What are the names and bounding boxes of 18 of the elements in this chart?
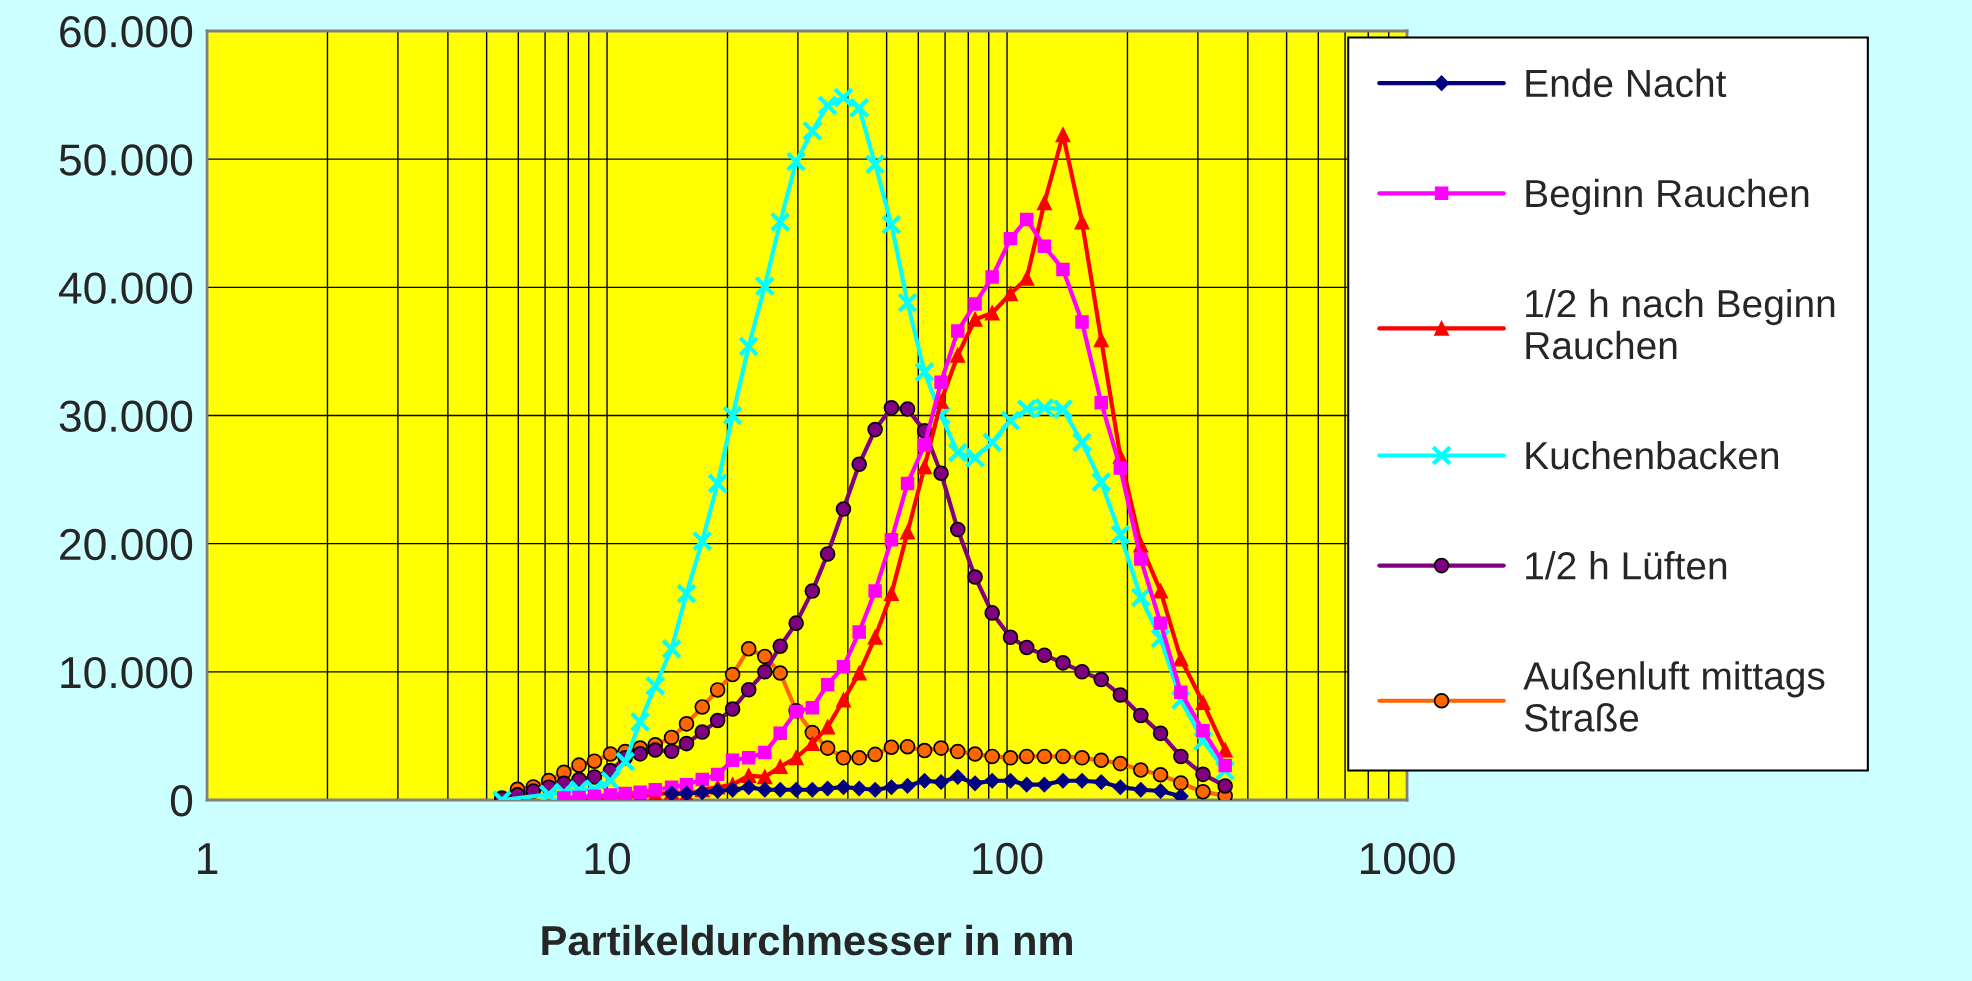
legend-label: 1/2 h nach Beginn Rauchen: [1526, 288, 1835, 360]
legend-label: Beginn Rauchen: [1526, 178, 1809, 215]
y-tick-label: 20.000: [60, 528, 193, 561]
x-tick-label: 1000: [1360, 842, 1455, 875]
legend-label: 1/2 h Lüften: [1526, 551, 1727, 580]
legend-label: Außenluft mittags Straße: [1523, 661, 1825, 732]
x-tick-label: 100: [973, 842, 1043, 875]
y-tick-label: 40.000: [58, 272, 193, 304]
x-axis-title: Partikeldurchmesser in nm: [542, 924, 1072, 956]
y-tick-label: 30.000: [59, 400, 193, 433]
legend-label: Kuchenbacken: [1526, 440, 1778, 470]
y-tick-label: 60.000: [60, 16, 193, 48]
x-tick-label: 10: [585, 842, 631, 875]
y-tick-label: 10.000: [61, 656, 193, 689]
x-tick-label: 1: [198, 843, 218, 874]
y-tick-label: 0: [170, 785, 193, 817]
y-tick-label: 50.000: [59, 144, 193, 176]
legend-label: Ende Nacht: [1526, 68, 1727, 98]
